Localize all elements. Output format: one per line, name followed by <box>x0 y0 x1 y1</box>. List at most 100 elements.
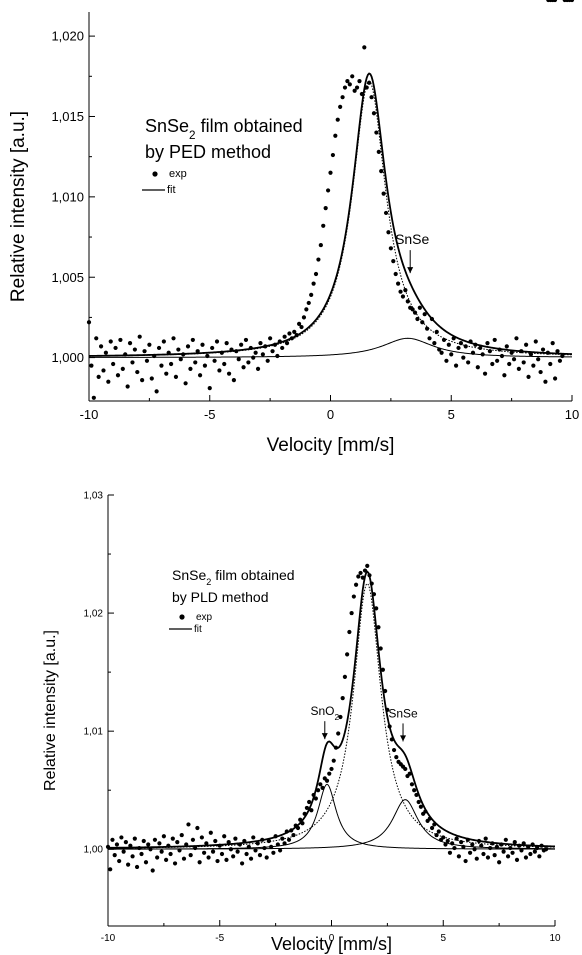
x-tick-label: 5 <box>440 933 446 944</box>
exp-point <box>443 842 448 847</box>
exp-point <box>490 361 495 367</box>
exp-point <box>130 854 135 859</box>
exp-point <box>497 860 502 865</box>
exp-point <box>497 347 502 352</box>
exp-point <box>286 837 292 842</box>
exp-point <box>417 305 422 310</box>
exp-point <box>108 867 113 872</box>
exp-point <box>282 334 287 339</box>
exp-point <box>400 294 406 299</box>
exp-point <box>161 339 166 344</box>
x-axis-title: Velocity [mm/s] <box>267 435 395 456</box>
exp-point <box>294 333 299 338</box>
exp-point <box>94 336 99 341</box>
exp-point <box>410 307 415 312</box>
annotation-label: SnO2 <box>310 704 339 722</box>
exp-point <box>193 845 198 851</box>
exp-point <box>436 829 441 834</box>
y-tick-label: 1,005 <box>51 270 84 285</box>
exp-point <box>510 850 515 855</box>
exp-point <box>376 149 381 154</box>
exp-point <box>351 594 356 599</box>
exp-point <box>265 358 270 363</box>
chart-title-line1: SnSe2 film obtained <box>145 116 303 142</box>
exp-point <box>304 307 309 312</box>
exp-point <box>324 778 330 783</box>
exp-point <box>502 373 507 378</box>
exp-point <box>494 844 499 849</box>
exp-point <box>427 336 432 341</box>
exp-point <box>365 563 370 568</box>
exp-point <box>260 352 265 357</box>
exp-point <box>388 246 393 251</box>
exp-point <box>347 82 352 87</box>
exp-point <box>147 342 152 347</box>
annotation-arrow-head <box>321 733 328 740</box>
exp-point <box>528 352 534 357</box>
exp-point <box>398 289 403 294</box>
exp-point <box>207 386 212 391</box>
x-tick-label: -5 <box>204 407 216 422</box>
exp-point <box>110 837 115 842</box>
exp-point <box>383 210 389 216</box>
legend-fit-label: fit <box>167 184 176 196</box>
exp-point <box>499 353 505 359</box>
exp-point <box>112 853 117 858</box>
exp-point <box>291 832 296 838</box>
exp-point <box>358 570 363 576</box>
exp-point <box>98 344 104 349</box>
exp-point <box>374 130 379 135</box>
exp-point <box>257 853 263 858</box>
exp-point <box>514 336 519 341</box>
exp-point <box>117 858 122 864</box>
exp-point <box>195 349 200 354</box>
exp-point <box>492 853 497 858</box>
exp-point <box>524 342 529 347</box>
exp-point <box>272 342 278 347</box>
exp-point <box>179 832 184 838</box>
exp-point <box>164 371 169 376</box>
y-tick-label: 1,02 <box>84 609 104 620</box>
exp-point <box>236 357 241 362</box>
exp-point <box>569 0 575 3</box>
y-tick-label: 1,01 <box>84 727 104 738</box>
exp-point <box>386 230 391 235</box>
exp-point <box>512 840 517 845</box>
exp-point <box>328 170 333 175</box>
exp-point <box>130 360 135 365</box>
exp-point <box>416 799 421 805</box>
exp-points <box>105 0 558 873</box>
exp-point <box>501 849 506 854</box>
exp-point <box>302 811 307 816</box>
exp-point <box>381 191 386 196</box>
exp-point <box>134 864 140 870</box>
exp-point <box>264 855 269 860</box>
exp-point <box>327 771 332 776</box>
exp-point <box>101 368 106 373</box>
exp-point <box>284 341 290 346</box>
exp-point <box>200 342 205 347</box>
exp-point <box>557 358 563 363</box>
exp-point <box>347 629 352 635</box>
exp-point <box>335 117 340 122</box>
chart-title-line1: SnSe2 film obtained <box>172 567 295 587</box>
exp-point <box>311 281 316 286</box>
exp-point <box>282 841 287 846</box>
exp-point <box>224 341 229 346</box>
annotation-arrow-head <box>407 267 414 274</box>
exp-point <box>369 581 374 586</box>
exp-point <box>166 843 171 848</box>
chart-2: -10 -5 0 5 10 1,00 1,01 1,02 1,03 Velocity [mm/s]… <box>42 0 561 954</box>
exp-point <box>350 74 355 79</box>
exp-point <box>253 848 258 853</box>
exp-point <box>210 849 216 854</box>
exp-point <box>289 336 294 341</box>
exp-point <box>528 851 533 857</box>
exp-point <box>550 341 555 346</box>
exp-point <box>242 838 247 844</box>
exp-point <box>459 840 464 845</box>
exp-point <box>287 331 292 336</box>
exp-point <box>453 363 459 368</box>
exp-point <box>222 834 227 839</box>
exp-point <box>176 347 181 352</box>
